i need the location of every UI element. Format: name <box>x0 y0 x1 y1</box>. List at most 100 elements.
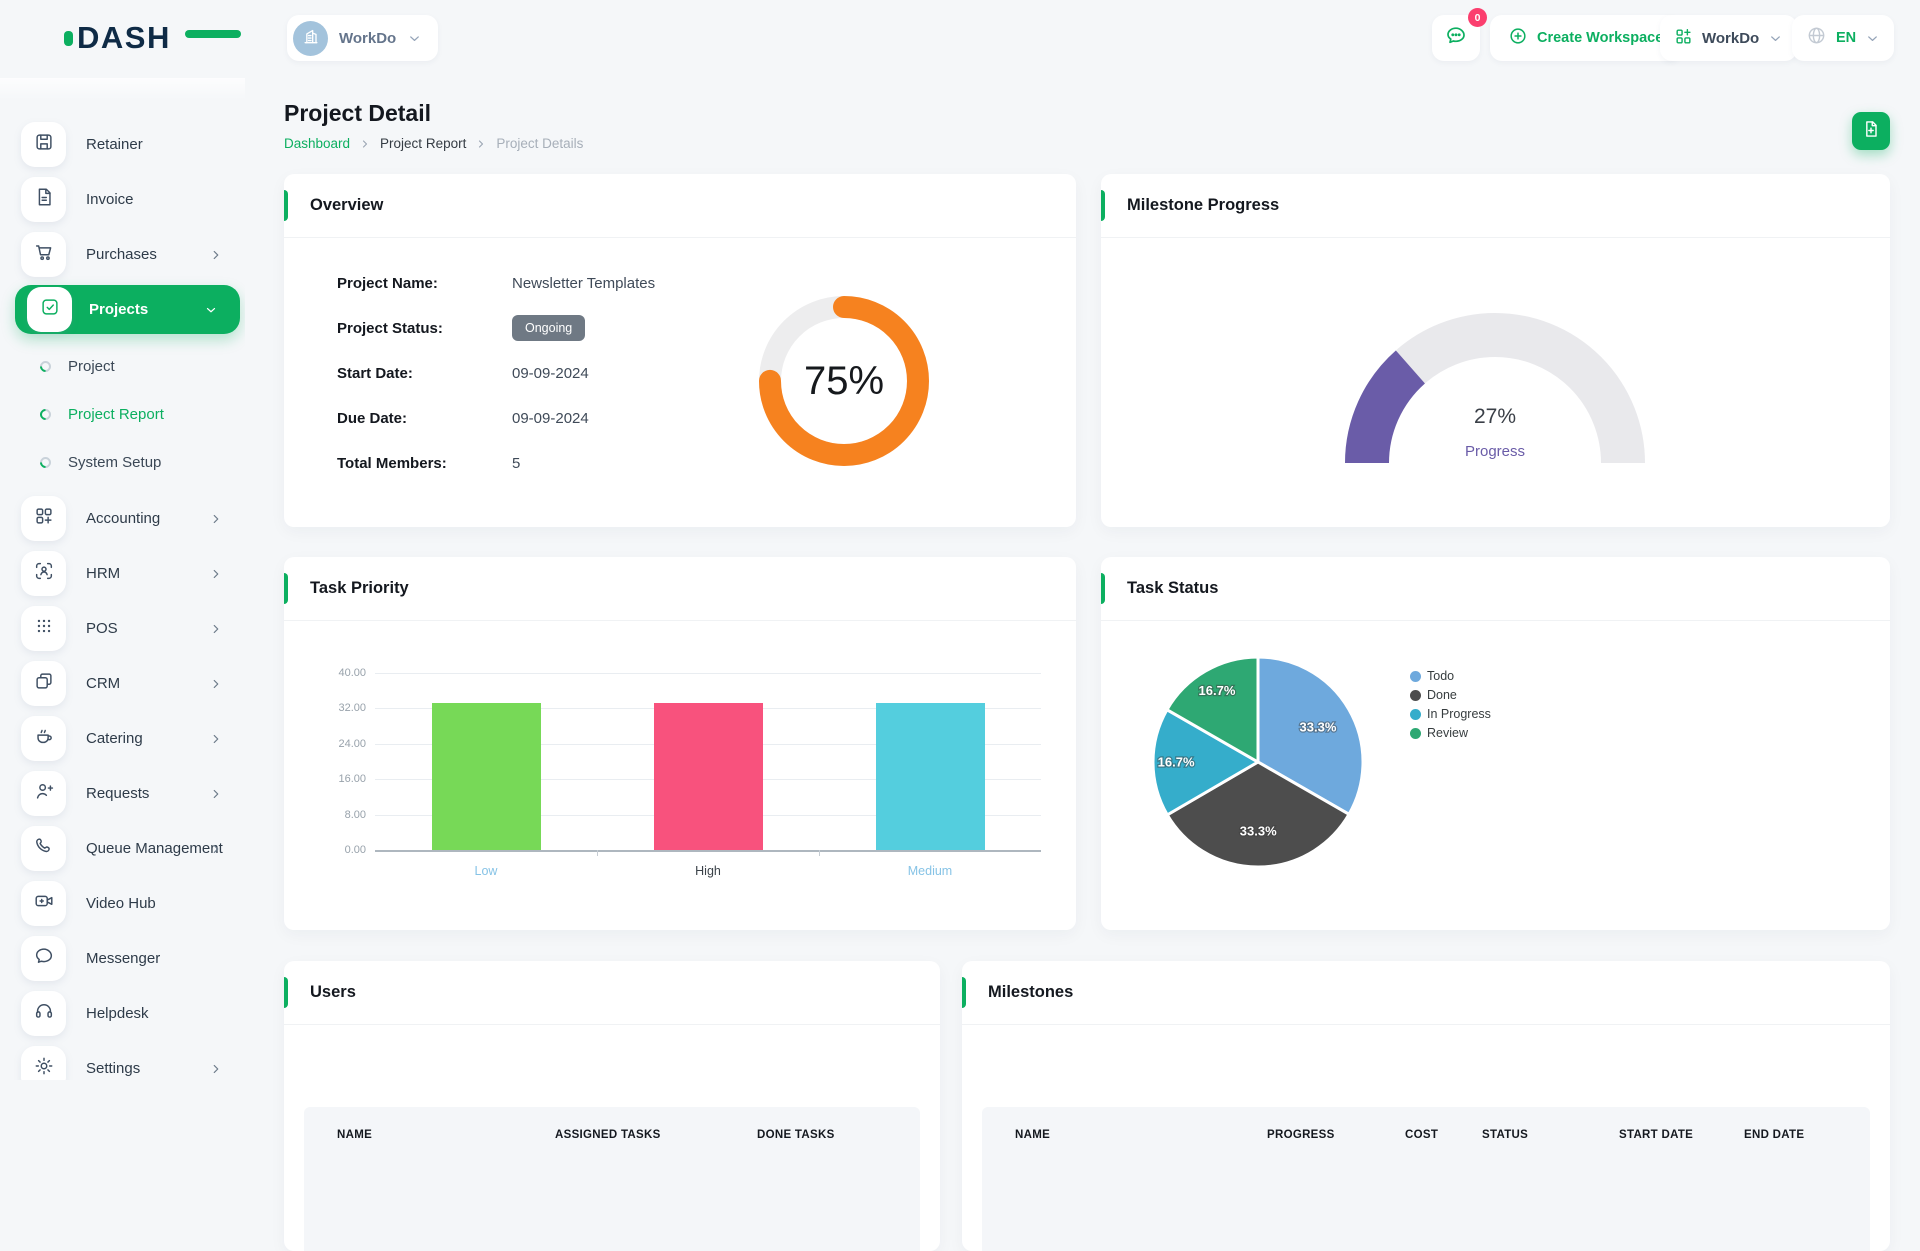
legend-item-done[interactable]: Done <box>1410 688 1491 702</box>
x-axis-line <box>375 850 1041 852</box>
sidebar-item-invoice[interactable]: Invoice <box>0 175 245 224</box>
legend-item-in-progress[interactable]: In Progress <box>1410 707 1491 721</box>
sidebar-item-messenger[interactable]: Messenger <box>0 934 245 983</box>
y-axis-tick-label: 24.00 <box>338 737 366 750</box>
workdo-menu-button[interactable]: WorkDo <box>1660 15 1798 61</box>
sidebar-item-helpdesk[interactable]: Helpdesk <box>0 989 245 1038</box>
users-table-header: NAME ASSIGNED TASKS DONE TASKS <box>304 1107 920 1251</box>
sidebar-subitem-system-setup[interactable]: System Setup <box>0 442 245 482</box>
hrm-icon <box>33 560 55 587</box>
messenger-icon <box>33 945 55 972</box>
messenger-icon-tile <box>21 936 66 981</box>
x-axis-category-label: High <box>695 864 721 878</box>
bar-high <box>653 702 763 850</box>
legend-item-review[interactable]: Review <box>1410 726 1491 740</box>
main-content: Project Detail Dashboard Project Report Pr… <box>245 78 1920 1251</box>
sidebar-item-label: HRM <box>86 565 121 582</box>
sidebar-item-pos[interactable]: POS <box>0 604 245 653</box>
sidebar-item-accounting[interactable]: Accounting <box>0 494 245 543</box>
sidebar-item-crm[interactable]: CRM <box>0 659 245 708</box>
bar-plot-area: 40.00 32.00 24.00 16.00 8.00 0.00 <box>338 667 1041 856</box>
sidebar-item-label: Helpdesk <box>86 1005 149 1022</box>
legend-dot-icon <box>1410 670 1421 682</box>
breadcrumb-separator-icon <box>475 138 487 150</box>
milestones-column-header: COST <box>1405 1129 1439 1141</box>
sidebar-item-queue-management[interactable]: Queue Management <box>0 824 245 873</box>
pie-legend: Todo Done In Progress Review <box>1410 669 1491 740</box>
users-column-header: DONE TASKS <box>757 1129 835 1141</box>
sidebar-subitem-project-report[interactable]: Project Report <box>0 394 245 434</box>
milestones-column-header: STATUS <box>1482 1129 1529 1141</box>
sidebar-item-settings[interactable]: Settings <box>0 1044 245 1080</box>
sidebar-item-purchases[interactable]: Purchases <box>0 230 245 279</box>
catering-icon <box>33 725 55 752</box>
users-column-header: NAME <box>337 1129 373 1141</box>
card-title: Users <box>310 983 356 1001</box>
chevron-right-icon <box>209 732 223 746</box>
sidebar-subitem-label: Project Report <box>68 405 164 423</box>
sidebar-item-retainer[interactable]: Retainer <box>0 120 245 169</box>
export-button[interactable] <box>1852 112 1890 150</box>
legend-item-todo[interactable]: Todo <box>1410 669 1491 683</box>
logo-accent-dot <box>64 30 73 46</box>
milestones-column-header: PROGRESS <box>1267 1129 1335 1141</box>
requests-icon-tile <box>21 771 66 816</box>
sidebar-subitem-label: System Setup <box>68 453 162 471</box>
y-axis-tick-label: 32.00 <box>338 702 366 715</box>
retainer-icon-tile <box>21 122 66 167</box>
sidebar-item-video-hub[interactable]: Video Hub <box>0 879 245 928</box>
hrm-icon-tile <box>21 551 66 596</box>
breadcrumb-item-1[interactable]: Dashboard <box>284 136 351 151</box>
retainer-icon <box>33 131 55 158</box>
users-column-header: ASSIGNED TASKS <box>555 1129 661 1141</box>
legend-label: Todo <box>1427 669 1455 683</box>
sidebar-subitem-project[interactable]: Project <box>0 346 245 386</box>
sidebar-item-requests[interactable]: Requests <box>0 769 245 818</box>
sidebar-item-label: Accounting <box>86 510 161 527</box>
y-axis-tick-label: 16.00 <box>338 773 366 786</box>
breadcrumb-item-2[interactable]: Project Report <box>380 136 467 151</box>
purchases-icon <box>33 241 55 268</box>
page-header: Project Detail Dashboard Project Report Pr… <box>284 100 1890 156</box>
card-title: Milestone Progress <box>1127 196 1280 214</box>
card-title: Task Priority <box>310 579 409 597</box>
sidebar-item-label: CRM <box>86 675 121 692</box>
sidebar-item-label: POS <box>86 620 118 637</box>
video-hub-icon-tile <box>21 881 66 926</box>
sidebar-item-label: Messenger <box>86 950 161 967</box>
pie-slice-todo <box>1256 655 1365 816</box>
video-hub-icon <box>33 890 55 917</box>
breadcrumb-separator-icon <box>359 138 371 150</box>
chevron-right-icon <box>209 842 223 856</box>
legend-dot-icon <box>1410 708 1421 720</box>
create-workspace-button[interactable]: Create Workspace <box>1490 15 1682 61</box>
sidebar-item-label: Purchases <box>86 246 157 263</box>
milestone-progress-card: Milestone Progress 27% Progress <box>1101 174 1890 527</box>
language-code: EN <box>1836 30 1857 46</box>
settings-icon <box>33 1055 55 1080</box>
y-axis-tick-label: 8.00 <box>344 808 366 821</box>
sidebar-item-label: Catering <box>86 730 143 747</box>
project-completion-donut: 75% <box>754 291 934 471</box>
crm-icon-tile <box>21 661 66 706</box>
pie-slice-label: 33.3% <box>1300 719 1337 734</box>
sidebar-item-hrm[interactable]: HRM <box>0 549 245 598</box>
submenu-bullet-icon <box>37 406 54 422</box>
app-logo[interactable]: DASH <box>64 20 241 56</box>
milestones-table-header: NAME PROGRESS COST STATUS START DATE END DATE <box>982 1107 1870 1251</box>
sidebar-item-projects[interactable]: Projects <box>15 285 240 334</box>
messages-button[interactable]: 0 <box>1432 8 1487 61</box>
invoice-icon <box>33 186 55 213</box>
chevron-right-icon <box>209 248 223 262</box>
language-selector[interactable]: EN <box>1792 15 1895 61</box>
overview-field-row: Project Name: Newsletter Templates <box>337 272 655 294</box>
legend-label: In Progress <box>1427 707 1491 721</box>
sidebar-item-catering[interactable]: Catering <box>0 714 245 763</box>
y-axis-tick-label: 0.00 <box>344 844 366 856</box>
chevron-right-icon <box>209 1062 223 1076</box>
card-title: Milestones <box>988 983 1074 1001</box>
workspace-avatar <box>293 20 328 56</box>
field-label: Project Name: <box>337 274 438 292</box>
workspace-selector[interactable]: WorkDo <box>287 15 439 61</box>
chevron-down-icon <box>204 303 218 317</box>
